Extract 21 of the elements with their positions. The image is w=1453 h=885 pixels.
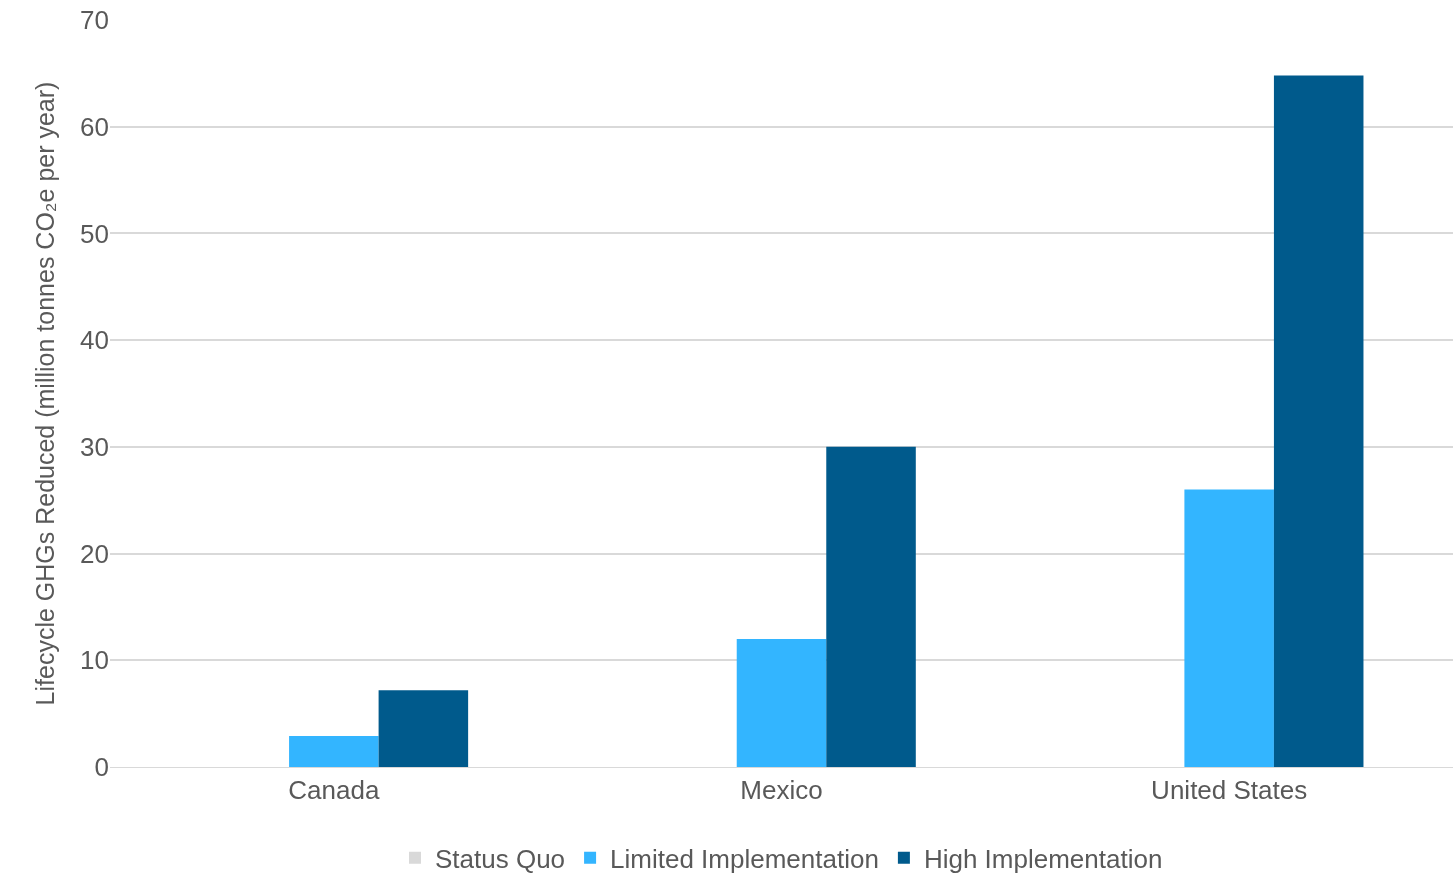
legend-label: Status Quo (435, 843, 566, 874)
legend-label: Limited Implementation (610, 843, 879, 874)
y-tick-label: 50 (80, 218, 109, 249)
x-tick-label: United States (1151, 775, 1308, 806)
bar (826, 446, 916, 767)
bar (289, 736, 379, 767)
y-tick-label: 70 (80, 5, 109, 36)
bar (1273, 75, 1364, 767)
bar (736, 638, 827, 767)
y-tick-label: 60 (80, 111, 109, 142)
bar (1184, 489, 1274, 767)
bar (378, 690, 469, 767)
x-tick-label: Mexico (740, 775, 823, 806)
y-tick-label: 40 (80, 325, 109, 356)
legend-label: High Implementation (923, 843, 1163, 874)
y-tick-label: 0 (94, 752, 109, 783)
y-tick-label: 10 (80, 645, 109, 676)
y-tick-label: 30 (80, 431, 109, 462)
x-tick-label: Canada (288, 775, 380, 806)
y-axis-title: Lifecycle GHGs Reduced (million tonnes CO₂e per year) (30, 81, 59, 706)
y-tick-label: 20 (80, 538, 109, 569)
